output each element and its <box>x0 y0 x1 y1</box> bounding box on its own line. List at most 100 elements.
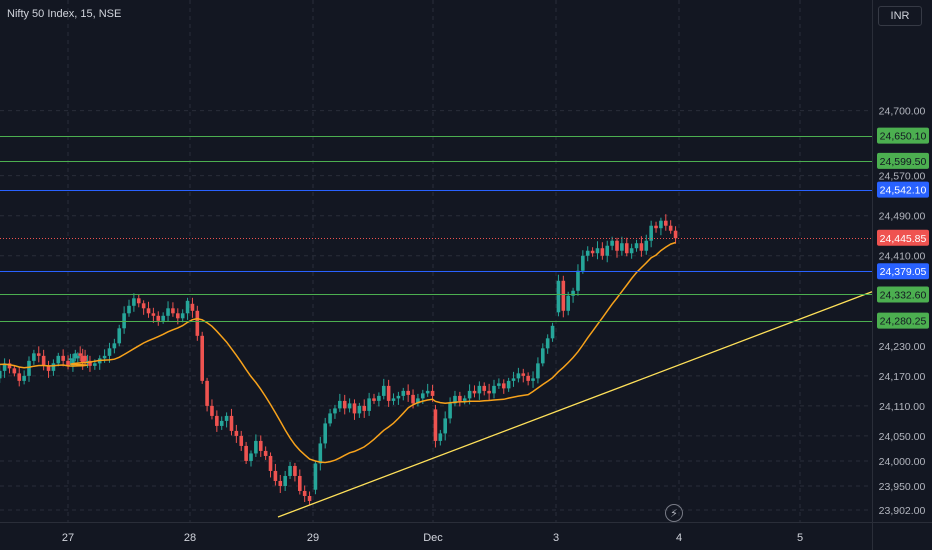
price-tag-background <box>877 229 929 246</box>
candle <box>386 379 391 407</box>
candle-body <box>318 443 323 464</box>
candle <box>347 398 352 413</box>
candle-body <box>347 403 352 409</box>
candle-body <box>166 308 170 316</box>
candle-body <box>83 355 87 361</box>
candle-body <box>425 390 430 394</box>
candle <box>401 387 406 401</box>
candle <box>634 239 639 252</box>
candle <box>506 377 511 392</box>
price-tick-label: 24,230.00 <box>879 341 926 353</box>
candle <box>244 441 248 464</box>
candle-body <box>161 315 165 321</box>
candle <box>624 237 629 257</box>
candle-body <box>605 245 610 256</box>
candle-body <box>185 300 190 314</box>
candle <box>56 352 61 367</box>
lightning-bolt-icon[interactable]: ⚡︎ <box>665 504 683 522</box>
candle-body <box>516 373 521 379</box>
candle-body <box>151 313 156 316</box>
candle-body <box>254 440 258 454</box>
candle-body <box>433 409 438 441</box>
candle <box>406 384 410 402</box>
candle-body <box>416 398 420 404</box>
candle-body <box>421 393 425 399</box>
candle <box>97 355 102 370</box>
candle <box>200 331 204 384</box>
candle-body <box>333 408 337 414</box>
candle-body <box>122 313 126 329</box>
candle <box>416 393 420 407</box>
candle <box>448 397 452 424</box>
candle-body <box>190 303 195 311</box>
candle <box>673 226 678 244</box>
price-tag-background <box>877 181 929 198</box>
candle <box>293 462 297 482</box>
candle <box>526 372 530 386</box>
candle <box>219 416 224 430</box>
candle <box>122 306 126 334</box>
time-tick-label: 3 <box>553 532 559 544</box>
candle-body <box>307 495 312 501</box>
candle-body <box>576 270 580 291</box>
candle <box>323 417 327 449</box>
candle-body <box>411 394 415 404</box>
candle-body <box>219 420 224 426</box>
candle <box>73 349 78 362</box>
candle-body <box>117 328 122 344</box>
candle-body <box>32 353 36 361</box>
candle <box>215 410 219 432</box>
candle-body <box>288 465 292 476</box>
candle <box>88 355 92 372</box>
candle <box>66 355 70 370</box>
candle-body <box>377 395 381 401</box>
candle-body <box>352 403 357 414</box>
candle <box>425 383 430 397</box>
candle <box>61 349 65 367</box>
candle-body <box>176 313 180 319</box>
price-tag-background <box>877 312 929 329</box>
candle-body <box>550 325 555 339</box>
candle <box>501 379 506 394</box>
candle-body <box>215 415 219 426</box>
candle-body <box>497 383 501 386</box>
candle <box>302 485 307 502</box>
candle <box>185 297 190 320</box>
candle <box>571 287 575 303</box>
candle-body <box>477 385 482 394</box>
candle-body <box>46 365 51 371</box>
candle-body <box>453 395 457 404</box>
candle-body <box>644 240 649 251</box>
candle-body <box>12 368 17 374</box>
candle <box>273 463 278 486</box>
candle <box>576 264 580 296</box>
currency-selector[interactable]: INR <box>878 6 922 26</box>
candle-body <box>78 353 82 356</box>
price-tag-background <box>877 286 929 303</box>
candle-body <box>342 400 347 409</box>
price-tick-label: 24,110.00 <box>879 401 925 413</box>
candle-body <box>536 363 540 379</box>
candle-body <box>561 280 566 311</box>
price-level-tag: 24,599.50 <box>877 152 929 169</box>
price-tick-label: 24,410.00 <box>879 251 926 263</box>
candle-body <box>136 298 141 304</box>
candle-body <box>171 308 175 314</box>
candle-body <box>526 375 530 381</box>
candle <box>521 368 526 383</box>
candle-body <box>268 455 273 471</box>
candle <box>590 247 595 257</box>
candle <box>649 220 653 248</box>
candle-body <box>68 358 73 361</box>
candles <box>0 214 678 505</box>
candle <box>234 424 239 443</box>
candle <box>629 243 634 259</box>
candle <box>372 393 376 404</box>
candle <box>644 234 649 255</box>
currency-label: INR <box>890 10 910 22</box>
candle-body <box>71 358 75 366</box>
candle <box>333 404 337 419</box>
candle <box>561 275 566 318</box>
candle <box>0 364 2 383</box>
